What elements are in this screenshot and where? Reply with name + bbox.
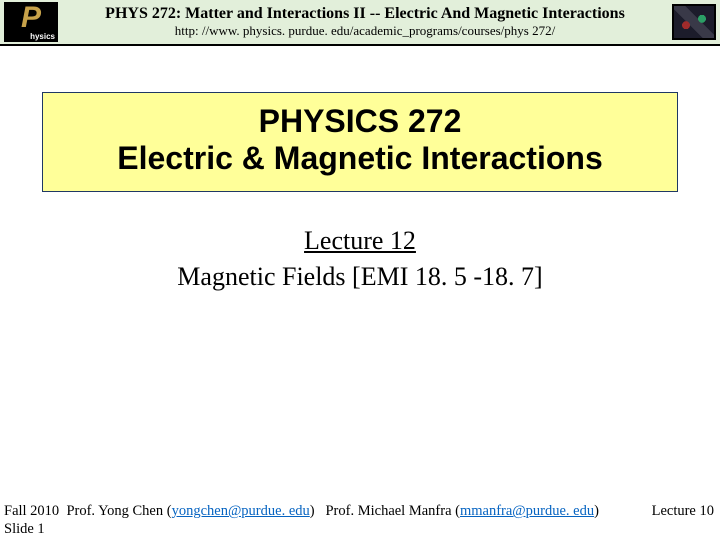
footer-row-1: Fall 2010 Prof. Yong Chen (yongchen@purd… (4, 503, 714, 520)
lecture-number: Lecture 12 (0, 226, 720, 256)
logo-subtext: hysics (30, 32, 55, 41)
title-line-1: PHYSICS 272 (51, 103, 669, 140)
course-url: http: //www. physics. purdue. edu/academ… (64, 24, 666, 39)
prof1-prefix: Prof. Yong Chen ( (66, 503, 171, 519)
prof2-prefix: Prof. Michael Manfra ( (325, 503, 459, 519)
slide-number: Slide 1 (4, 521, 714, 538)
slide-body: PHYSICS 272 Electric & Magnetic Interact… (0, 46, 720, 540)
slide-title-box: PHYSICS 272 Electric & Magnetic Interact… (42, 92, 678, 192)
footer-right-lecture: Lecture 10 (642, 503, 714, 520)
slide-footer: Fall 2010 Prof. Yong Chen (yongchen@purd… (0, 503, 720, 540)
logo-letter: P (21, 3, 41, 33)
header-text-block: PHYS 272: Matter and Interactions II -- … (64, 5, 666, 38)
purdue-physics-logo: P hysics (4, 2, 58, 42)
slide-subtitle-block: Lecture 12 Magnetic Fields [EMI 18. 5 -1… (0, 226, 720, 292)
lecture-topic: Magnetic Fields [EMI 18. 5 -18. 7] (0, 262, 720, 292)
footer-left: Fall 2010 Prof. Yong Chen (yongchen@purd… (4, 503, 599, 520)
prof1-suffix: ) (310, 503, 315, 519)
textbook-thumbnail-icon (672, 4, 716, 40)
prof2-suffix: ) (594, 503, 599, 519)
prof1-email-link[interactable]: yongchen@purdue. edu (172, 503, 310, 519)
title-line-2: Electric & Magnetic Interactions (51, 140, 669, 177)
header-bar: P hysics PHYS 272: Matter and Interactio… (0, 0, 720, 46)
course-header-title: PHYS 272: Matter and Interactions II -- … (64, 5, 666, 23)
term-label: Fall 2010 (4, 503, 59, 519)
prof2-email-link[interactable]: mmanfra@purdue. edu (460, 503, 594, 519)
